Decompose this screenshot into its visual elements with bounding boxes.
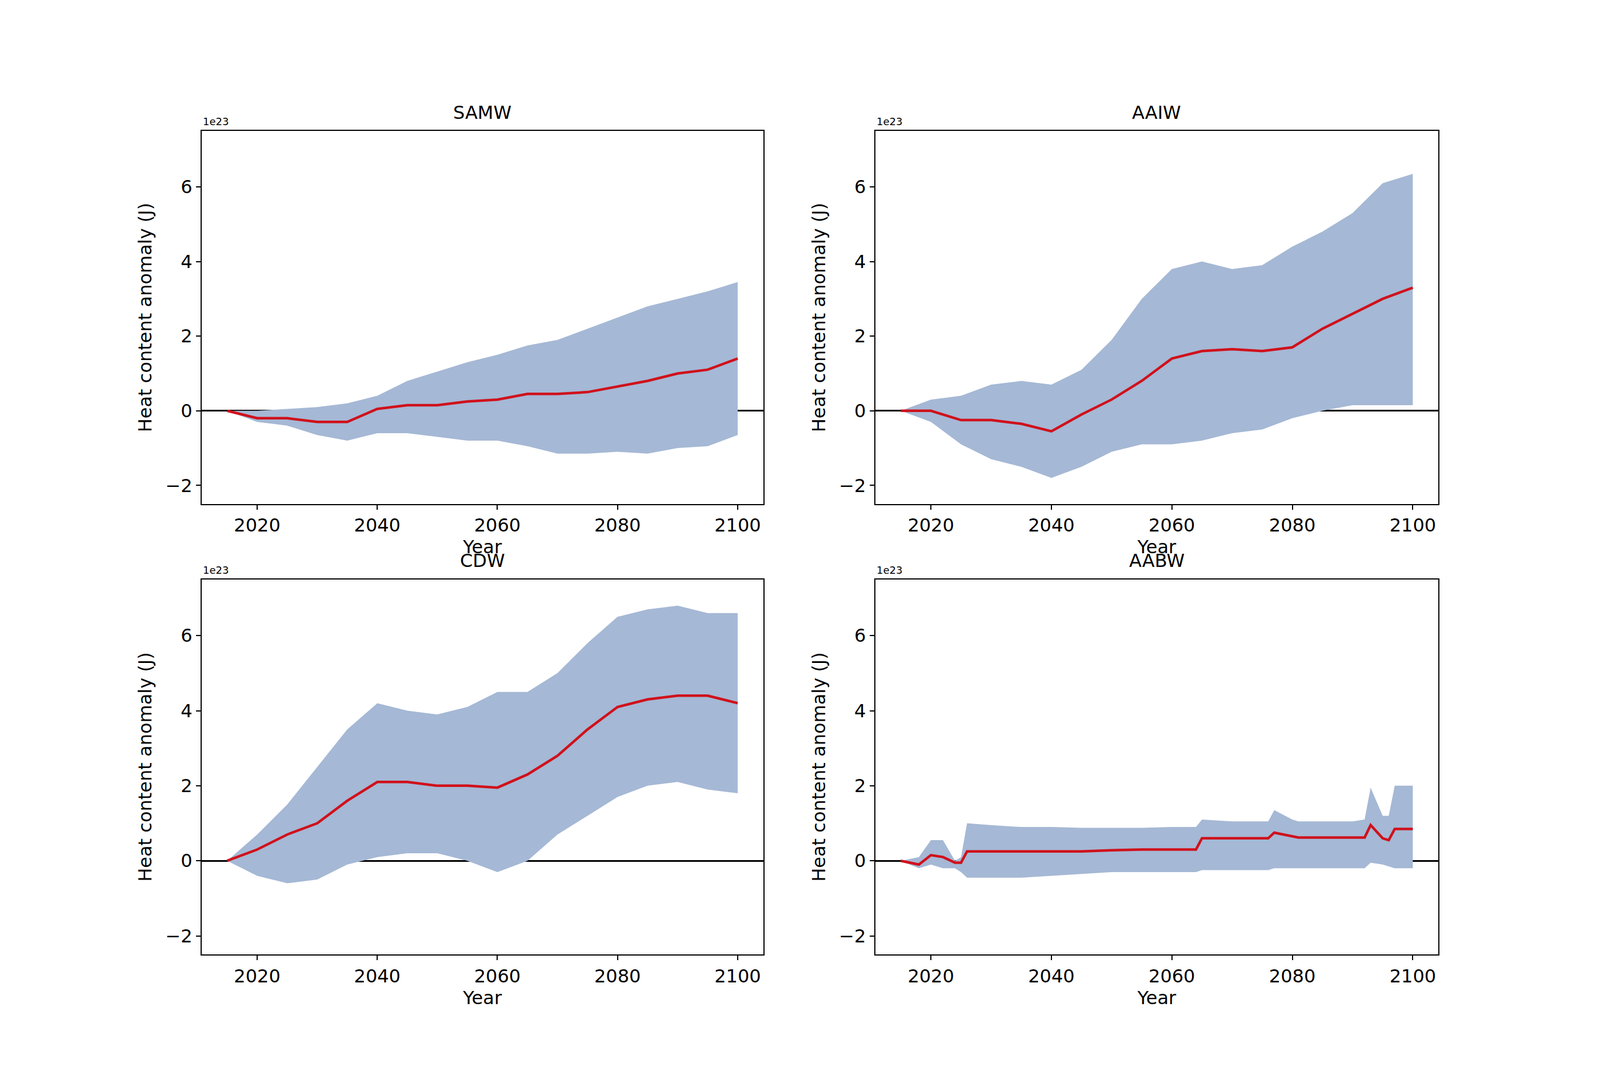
svg-text:2060: 2060: [1148, 514, 1195, 536]
svg-text:2040: 2040: [1028, 965, 1075, 987]
svg-text:2060: 2060: [474, 514, 521, 536]
svg-text:Year: Year: [462, 536, 503, 558]
svg-text:Year: Year: [1137, 986, 1178, 1009]
svg-text:2: 2: [180, 325, 192, 347]
svg-text:1e23: 1e23: [202, 564, 229, 576]
svg-text:2: 2: [854, 325, 866, 347]
svg-text:6: 6: [180, 176, 192, 198]
svg-text:2040: 2040: [1028, 514, 1075, 536]
svg-text:0: 0: [854, 849, 866, 872]
svg-text:6: 6: [854, 176, 866, 198]
svg-text:2: 2: [854, 774, 866, 797]
svg-text:Heat content anomaly (J): Heat content anomaly (J): [808, 652, 830, 882]
svg-text:1e23: 1e23: [876, 115, 903, 128]
svg-text:1e23: 1e23: [876, 564, 903, 576]
svg-text:4: 4: [854, 700, 866, 722]
svg-text:CDW: CDW: [460, 549, 506, 572]
svg-text:2080: 2080: [1269, 965, 1316, 987]
svg-text:−2: −2: [838, 925, 866, 947]
svg-text:0: 0: [854, 400, 866, 422]
svg-text:2020: 2020: [907, 965, 954, 987]
svg-text:AAIW: AAIW: [1132, 101, 1182, 124]
svg-text:−2: −2: [165, 925, 192, 947]
svg-text:0: 0: [180, 849, 192, 872]
svg-text:−2: −2: [838, 474, 866, 497]
svg-text:4: 4: [180, 250, 192, 273]
svg-text:2080: 2080: [594, 514, 641, 536]
svg-text:6: 6: [854, 624, 866, 647]
svg-text:1e23: 1e23: [202, 115, 229, 128]
svg-text:2020: 2020: [233, 514, 280, 536]
svg-text:6: 6: [180, 624, 192, 647]
svg-text:2100: 2100: [1389, 514, 1436, 536]
svg-text:Heat content anomaly (J): Heat content anomaly (J): [134, 652, 156, 882]
svg-text:2080: 2080: [1269, 514, 1316, 536]
svg-text:4: 4: [854, 250, 866, 273]
svg-text:Year: Year: [1137, 536, 1178, 558]
svg-text:2060: 2060: [1148, 965, 1195, 987]
svg-text:2100: 2100: [1389, 965, 1436, 987]
svg-text:−2: −2: [165, 474, 192, 497]
svg-text:2020: 2020: [233, 965, 280, 987]
svg-text:2020: 2020: [907, 514, 954, 536]
svg-text:2080: 2080: [594, 965, 641, 987]
svg-text:2040: 2040: [354, 514, 401, 536]
svg-text:2: 2: [180, 774, 192, 797]
svg-text:Year: Year: [462, 986, 503, 1009]
svg-text:2040: 2040: [354, 965, 401, 987]
svg-text:SAMW: SAMW: [453, 101, 512, 124]
svg-text:2100: 2100: [714, 965, 761, 987]
svg-text:2100: 2100: [714, 514, 761, 536]
svg-text:0: 0: [180, 400, 192, 422]
svg-text:4: 4: [180, 700, 192, 722]
svg-text:Heat content anomaly (J): Heat content anomaly (J): [808, 202, 830, 432]
svg-text:AABW: AABW: [1129, 549, 1185, 572]
svg-text:Heat content anomaly (J): Heat content anomaly (J): [134, 202, 156, 432]
svg-text:2060: 2060: [474, 965, 521, 987]
